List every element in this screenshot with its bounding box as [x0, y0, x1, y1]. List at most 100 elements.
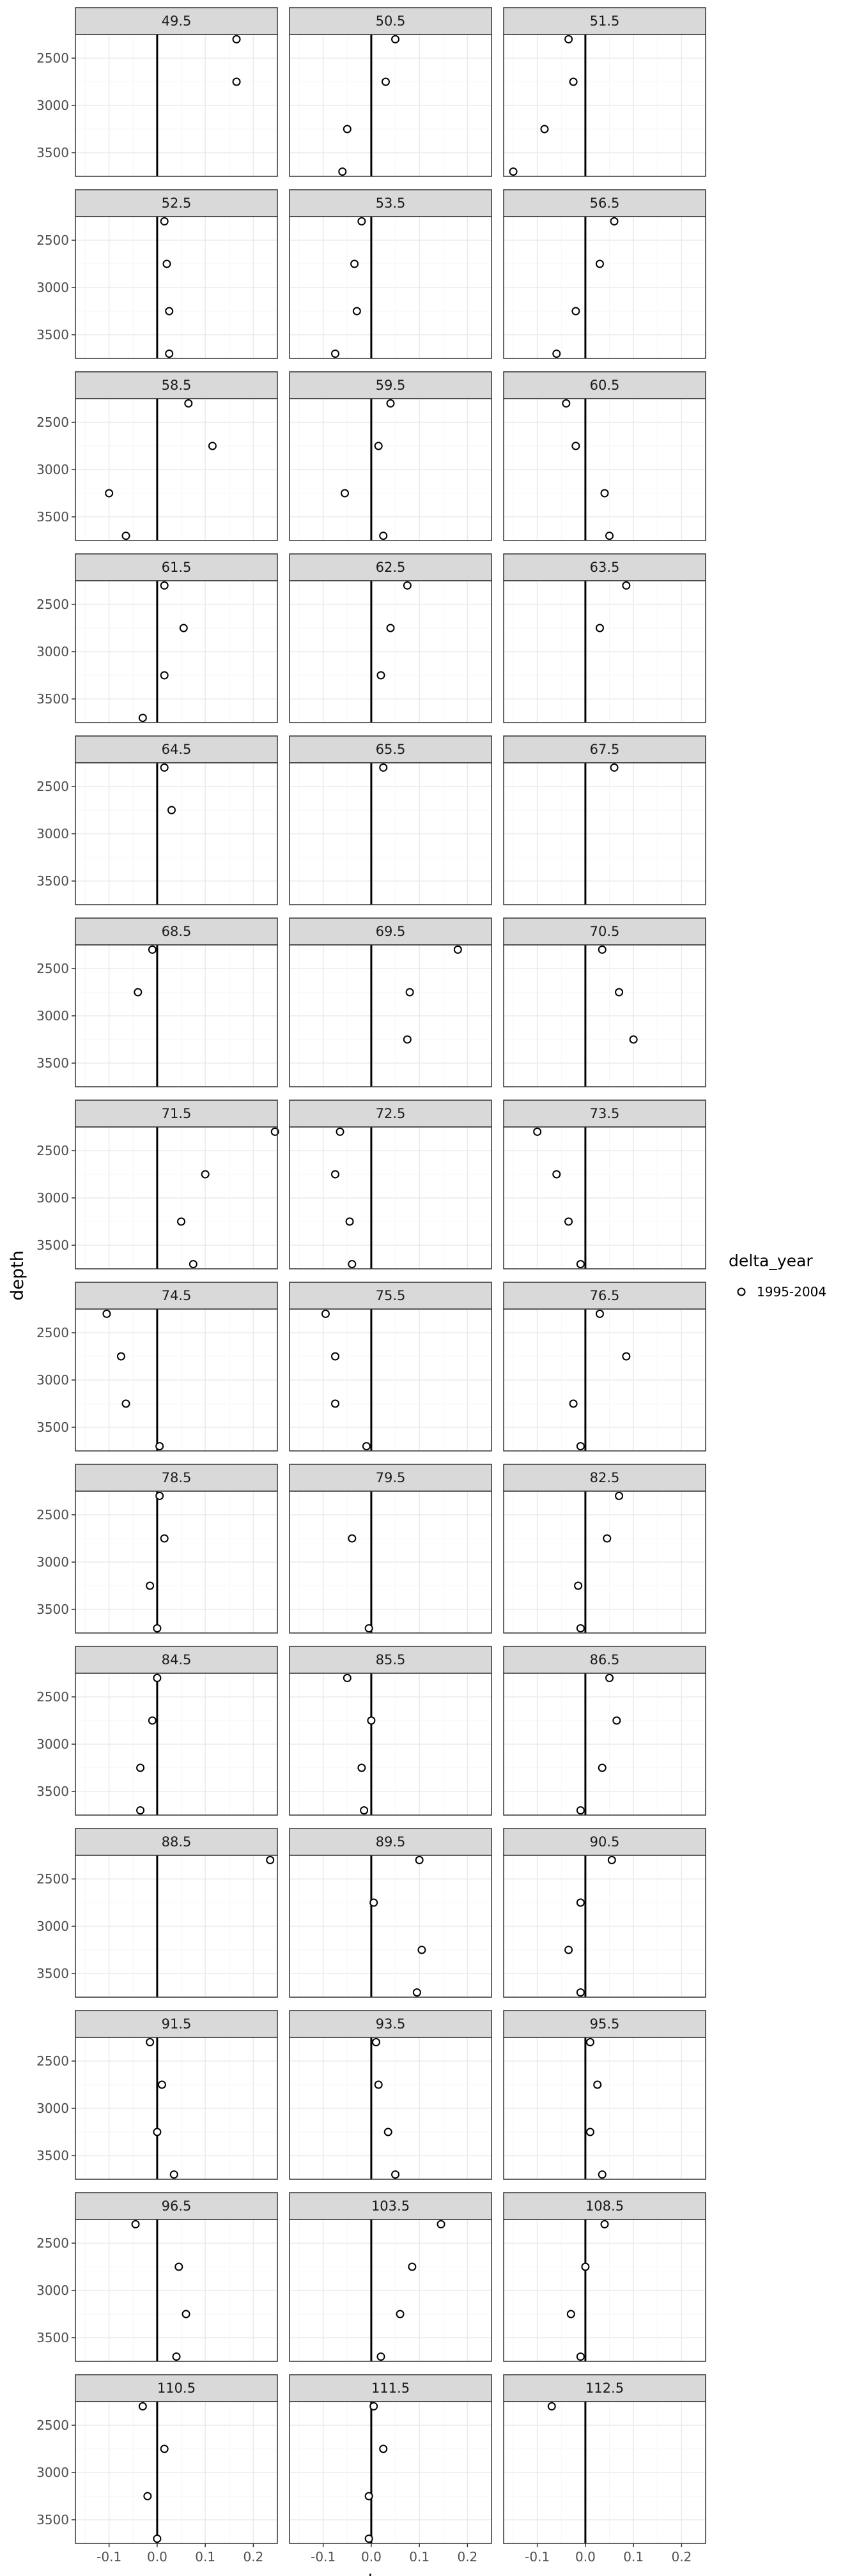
facet-label: 72.5 [376, 1106, 406, 1121]
data-point [374, 2080, 383, 2089]
data-point [143, 2492, 152, 2501]
data-point [172, 2352, 181, 2361]
facet-strip [75, 2010, 278, 2038]
facet-label: 60.5 [590, 378, 620, 393]
facet-panel: 56.5 [503, 189, 706, 359]
facet-strip [289, 1828, 492, 1856]
data-point [622, 581, 631, 590]
y-tick-label: 2500 [36, 1871, 69, 1887]
data-point [571, 441, 580, 450]
y-tick-label: 3000 [36, 280, 69, 295]
y-tick-label: 3000 [36, 1736, 69, 1752]
legend: delta_year 1995-2004 [729, 1252, 826, 1300]
data-point [160, 671, 169, 680]
facet-label: 61.5 [162, 560, 192, 575]
panel-border [289, 216, 492, 359]
data-point [357, 1763, 366, 1772]
facet-panel: 58.5 [75, 371, 278, 541]
x-tick-label: 0.2 [671, 2549, 692, 2564]
facet-panel: 91.5 [75, 2010, 278, 2180]
data-point [576, 1898, 585, 1907]
data-point [153, 1624, 162, 1633]
data-point [148, 945, 157, 954]
facet-panel: 65.5 [289, 735, 492, 905]
data-point [162, 259, 171, 268]
data-point [509, 167, 518, 176]
panel-border [503, 216, 706, 359]
facet-panel: 93.5 [289, 2010, 492, 2180]
data-point [321, 1309, 330, 1318]
y-tick-label: 3000 [36, 644, 69, 659]
facet-panel: 112.5 [503, 2374, 706, 2544]
facet-strip [503, 7, 706, 35]
y-tick-label: 2500 [36, 2235, 69, 2251]
data-point [612, 1716, 621, 1725]
facet-panel: 90.5 [503, 1828, 706, 1998]
facet-panel: 53.5 [289, 189, 492, 359]
data-point [595, 1309, 604, 1318]
facet-panel: 70.5 [503, 917, 706, 1087]
panel-border [503, 34, 706, 177]
data-point [338, 167, 347, 176]
data-point [403, 1035, 412, 1044]
data-point [562, 399, 571, 408]
data-point [576, 2352, 585, 2361]
facet-label: 51.5 [590, 13, 620, 29]
panel-border [503, 1308, 706, 1452]
facet-panel: 64.5 [75, 735, 278, 905]
x-tick-label: 0.0 [361, 2549, 382, 2564]
data-point [386, 624, 395, 632]
y-tick-label: 3500 [36, 1784, 69, 1799]
facet-strip [503, 917, 706, 946]
facet-strip [503, 2010, 706, 2038]
data-point [415, 1855, 424, 1864]
facet-panel: 51.5 [503, 7, 706, 177]
y-tick-label: 3500 [36, 327, 69, 342]
panel-border [503, 762, 706, 905]
facet-panel: 85.5 [289, 1646, 492, 1816]
data-point [598, 945, 607, 954]
data-point [396, 2310, 405, 2319]
y-tick-label: 2500 [36, 233, 69, 248]
data-point [369, 2402, 378, 2411]
panel-border [289, 398, 492, 541]
data-point [160, 581, 169, 590]
facet-panel: 67.5 [503, 735, 706, 905]
data-point [576, 1260, 585, 1269]
data-point [571, 307, 580, 316]
panel-border [503, 1126, 706, 1269]
data-point [102, 1309, 111, 1318]
facet-panel: 68.5 [75, 917, 278, 1087]
data-point [379, 763, 388, 772]
data-point [391, 34, 400, 43]
y-tick-label: 2500 [36, 1143, 69, 1158]
legend-entries: 1995-2004 [737, 1284, 826, 1300]
data-point [121, 532, 130, 540]
data-point [136, 1806, 145, 1815]
y-tick-label: 3000 [36, 1372, 69, 1388]
x-tick-label: 0.1 [195, 2549, 215, 2564]
data-point [405, 988, 414, 997]
data-point [153, 2128, 162, 2136]
data-point [348, 1260, 357, 1269]
data-point [336, 1127, 344, 1136]
data-point [598, 1763, 607, 1772]
data-point [350, 259, 359, 268]
facet-label: 70.5 [590, 924, 620, 939]
y-tick-label: 3500 [36, 1602, 69, 1617]
facet-strip [75, 735, 278, 763]
facet-label: 63.5 [590, 560, 620, 575]
data-point [576, 1806, 585, 1815]
data-point [136, 1763, 145, 1772]
data-point [576, 1988, 585, 1997]
y-tick-label: 3000 [36, 462, 69, 477]
data-point [383, 2128, 392, 2136]
data-point [595, 624, 604, 632]
y-tick-label: 3500 [36, 2330, 69, 2345]
y-axis-title: depth [8, 1250, 27, 1301]
facet-panel: 73.5 [503, 1100, 706, 1269]
data-point [371, 2037, 380, 2046]
y-tick-label: 3500 [36, 509, 69, 525]
data-point [184, 399, 193, 408]
data-point [270, 1127, 279, 1136]
